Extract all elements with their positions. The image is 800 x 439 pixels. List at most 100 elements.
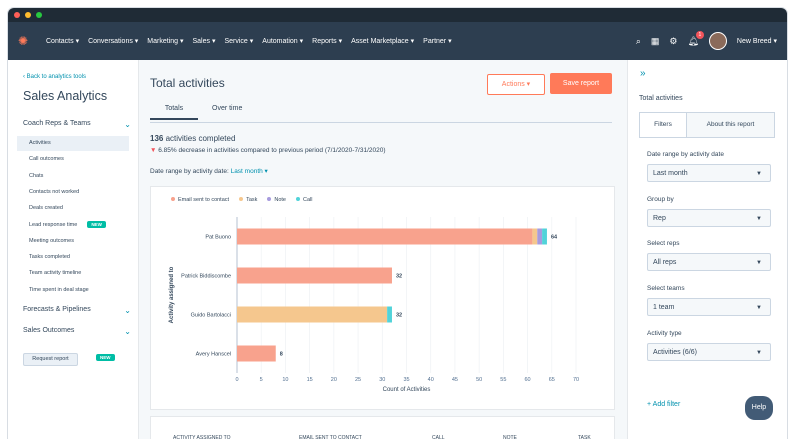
main-content: Total activities Actions ▾ Save report T… xyxy=(139,60,627,439)
caret-down-icon: ▼ xyxy=(756,305,762,312)
hubspot-logo-icon[interactable]: ✺ xyxy=(18,34,29,48)
request-report-button[interactable]: Request report xyxy=(23,353,78,366)
actions-button[interactable]: Actions ▾ xyxy=(487,74,545,95)
tab-filters[interactable]: Filters xyxy=(640,113,687,137)
chart-legend: Email sent to contact Task Note Call xyxy=(171,197,312,203)
caret-down-icon: ▼ xyxy=(756,349,762,356)
sidebar-item[interactable]: Team activity timeline xyxy=(29,270,129,276)
bar-segment xyxy=(537,228,543,245)
x-tick-label: 65 xyxy=(549,377,555,383)
section-sales-outcomes[interactable]: Sales Outcomes ⌄ xyxy=(23,327,131,336)
chevron-down-icon[interactable]: ⌄ xyxy=(124,327,131,336)
tab-totals[interactable]: Totals xyxy=(150,105,198,120)
nav-item-7[interactable]: Asset Marketplace ▾ xyxy=(351,38,415,45)
chart-card: Email sent to contact Task Note Call 0 5 10 15… xyxy=(150,186,615,410)
sidebar-item[interactable]: Activities xyxy=(17,136,129,151)
page-title: Total activities xyxy=(150,76,225,90)
section-forecasts[interactable]: Forecasts & Pipelines ⌄ xyxy=(23,306,131,315)
y-category-label: Avery Hanscel xyxy=(196,352,231,358)
settings-gear-icon[interactable]: ⚙ xyxy=(669,35,678,46)
table-header[interactable]: ACTIVITY ASSIGNED TO xyxy=(173,435,231,439)
bar-segment xyxy=(532,228,538,245)
legend-swatch xyxy=(171,197,175,201)
panel-tabs: Filters About this report xyxy=(639,112,775,138)
add-filter-link[interactable]: + Add filter xyxy=(647,401,681,408)
table-header[interactable]: NOTE xyxy=(503,435,517,439)
filter-select[interactable]: Activities (6/6) ▼ xyxy=(647,342,771,361)
x-tick-label: 35 xyxy=(403,377,409,383)
x-tick-label: 5 xyxy=(260,377,263,383)
table-header[interactable]: EMAIL SENT TO CONTACT xyxy=(299,435,362,439)
filters-panel: » Total activities Filters About this re… xyxy=(627,60,787,439)
date-range: Date range by activity date: Last month … xyxy=(150,167,268,175)
filter-select[interactable]: Rep ▼ xyxy=(647,208,771,227)
app-window: ✺ Contacts ▾ Conversations ▾ Marketing ▾ Sa… xyxy=(8,8,787,439)
legend-item[interactable]: Call xyxy=(296,197,312,203)
marketplace-icon[interactable]: ▦ xyxy=(650,35,660,46)
legend-swatch xyxy=(296,197,300,201)
sidebar-item-label: Deals created xyxy=(29,205,63,212)
search-icon[interactable]: ⌕ xyxy=(635,35,641,46)
nav-item-0[interactable]: Contacts ▾ xyxy=(46,38,80,45)
close-window-button[interactable] xyxy=(14,12,20,18)
filter-value: All reps xyxy=(653,259,677,267)
help-button[interactable]: Help xyxy=(745,396,773,420)
account-menu[interactable]: New Breed ▾ xyxy=(736,38,777,45)
avatar[interactable] xyxy=(708,32,727,50)
x-tick-label: 0 xyxy=(235,377,238,383)
filter-select[interactable]: All reps ▼ xyxy=(647,253,771,272)
x-tick-label: 10 xyxy=(282,377,288,383)
bar-segment xyxy=(237,267,392,284)
legend-label: Note xyxy=(274,197,286,203)
notifications-bell-icon[interactable]: 🔔︎ 1 xyxy=(687,30,704,47)
panel-title: Total activities xyxy=(639,95,683,102)
nav-item-4[interactable]: Service ▾ xyxy=(224,38,254,45)
section-label: Forecasts & Pipelines xyxy=(23,306,91,313)
sidebar-item[interactable]: Deals created xyxy=(29,205,129,211)
table-header[interactable]: TASK xyxy=(578,435,591,439)
window-titlebar xyxy=(8,8,787,22)
tab-about-report[interactable]: About this report xyxy=(687,113,774,137)
tab-over-time[interactable]: Over time xyxy=(212,105,243,112)
notification-count: 1 xyxy=(695,30,704,39)
y-category-label: Pat Buono xyxy=(205,235,231,241)
maximize-window-button[interactable] xyxy=(36,12,42,18)
filter-value: 1 team xyxy=(653,304,675,312)
legend-item[interactable]: Email sent to contact xyxy=(171,197,229,203)
minimize-window-button[interactable] xyxy=(25,12,31,18)
new-badge: NEW xyxy=(96,354,115,361)
chevron-down-icon[interactable]: ⌄ xyxy=(124,306,131,315)
legend-item[interactable]: Task xyxy=(239,197,257,203)
chevron-down-icon[interactable]: ⌄ xyxy=(124,120,131,129)
sidebar-item[interactable]: Meeting outcomes xyxy=(29,238,129,244)
sidebar-item[interactable]: Lead response time NEW xyxy=(29,220,129,228)
sidebar-item-label: Tasks completed xyxy=(29,254,70,261)
nav-item-6[interactable]: Reports ▾ xyxy=(312,38,343,45)
nav-item-3[interactable]: Sales ▾ xyxy=(192,38,216,45)
filter-select[interactable]: Last month ▼ xyxy=(647,164,771,182)
section-label: Sales Outcomes xyxy=(23,327,75,334)
nav-item-2[interactable]: Marketing ▾ xyxy=(147,38,184,45)
sidebar-item[interactable]: Tasks completed xyxy=(29,254,129,260)
sidebar-item[interactable]: Time spent in deal stage xyxy=(29,287,129,293)
sidebar-item[interactable]: Chats xyxy=(29,173,129,179)
date-range-dropdown[interactable]: Last month ▾ xyxy=(230,168,268,175)
section-coach-reps[interactable]: Coach Reps & Teams ⌄ xyxy=(23,120,131,129)
nav-item-8[interactable]: Partner ▾ xyxy=(423,38,452,45)
section-label: Coach Reps & Teams xyxy=(23,120,91,127)
legend-item[interactable]: Note xyxy=(267,197,286,203)
table-header[interactable]: CALL xyxy=(432,435,445,439)
collapse-panel-icon[interactable]: » xyxy=(640,68,646,79)
nav-item-1[interactable]: Conversations ▾ xyxy=(88,38,139,45)
x-tick-label: 60 xyxy=(525,377,531,383)
nav-item-5[interactable]: Automation ▾ xyxy=(262,38,304,45)
filter-value: Activities (6/6) xyxy=(653,348,697,356)
back-to-analytics-link[interactable]: ‹ Back to analytics tools xyxy=(23,74,87,80)
sidebar-item[interactable]: Call outcomes xyxy=(29,156,129,162)
filter-value: Last month xyxy=(653,170,688,177)
sidebar-item[interactable]: Contacts not worked xyxy=(29,189,129,195)
filter-select[interactable]: 1 team ▼ xyxy=(647,298,771,317)
save-report-button[interactable]: Save report xyxy=(550,73,612,94)
caret-down-icon: ▼ xyxy=(756,171,762,177)
sidebar-item-label: Lead response time xyxy=(29,221,78,228)
